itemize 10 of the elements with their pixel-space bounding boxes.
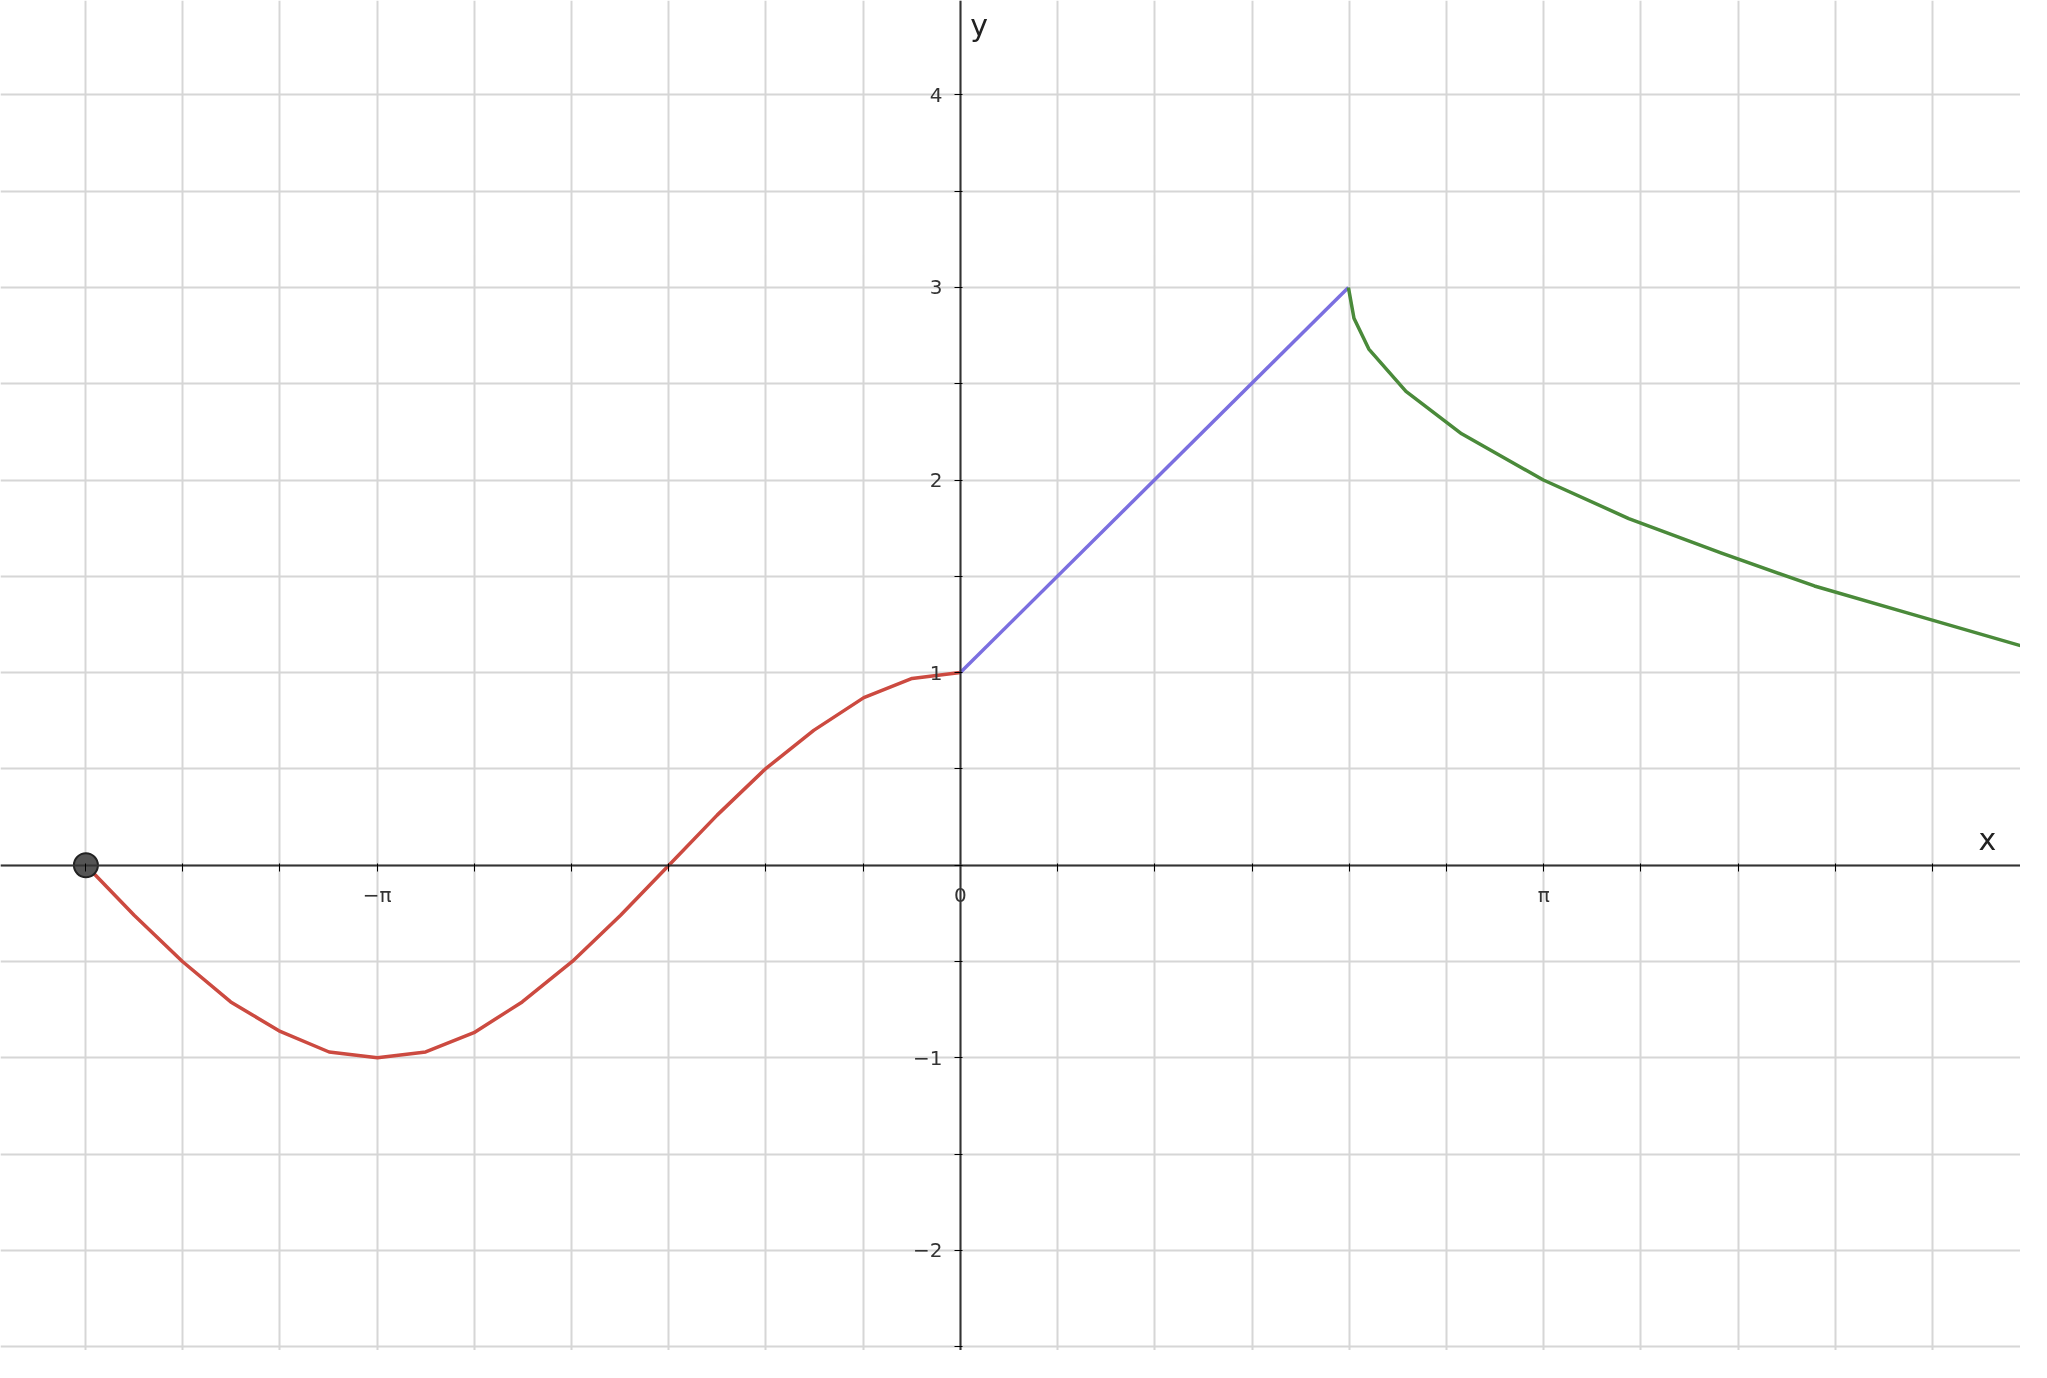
- y-tick-label: 3: [929, 275, 943, 300]
- y-tick-label: −1: [912, 1045, 943, 1070]
- y-tick-label: 2: [929, 468, 943, 493]
- y-axis-title: y: [970, 7, 989, 43]
- x-axis-title: x: [1978, 822, 1997, 858]
- x-tick-label: π: [1537, 883, 1550, 908]
- x-tick-label: −π: [362, 883, 392, 908]
- y-tick-label: 4: [929, 82, 943, 107]
- line-series: [1346, 285, 2020, 648]
- y-tick-label: −2: [912, 1238, 943, 1263]
